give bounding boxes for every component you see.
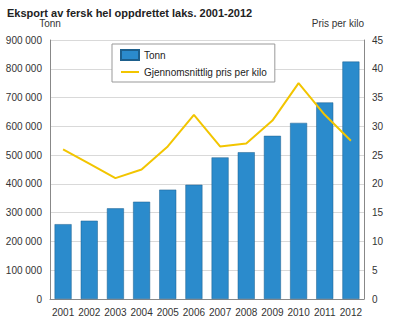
svg-text:10: 10 (372, 236, 384, 247)
svg-text:2007: 2007 (209, 307, 232, 318)
svg-text:100 000: 100 000 (6, 265, 43, 276)
svg-text:2011: 2011 (314, 307, 336, 318)
svg-text:2005: 2005 (157, 307, 180, 318)
svg-text:2006: 2006 (183, 307, 206, 318)
svg-text:0: 0 (372, 294, 378, 305)
svg-text:600 000: 600 000 (6, 121, 43, 132)
svg-text:700 000: 700 000 (6, 92, 43, 103)
svg-text:2001: 2001 (52, 307, 75, 318)
svg-text:2009: 2009 (261, 307, 284, 318)
svg-text:500 000: 500 000 (6, 150, 43, 161)
svg-text:2003: 2003 (104, 307, 127, 318)
svg-text:15: 15 (372, 207, 384, 218)
svg-text:2010: 2010 (287, 307, 310, 318)
svg-text:35: 35 (372, 92, 384, 103)
svg-text:900 000: 900 000 (6, 35, 43, 46)
svg-text:40: 40 (372, 63, 384, 74)
svg-text:Eksport av fersk hel oppdrette: Eksport av fersk hel oppdrettet laks. 20… (7, 7, 252, 19)
svg-text:45: 45 (372, 35, 384, 46)
svg-text:2004: 2004 (130, 307, 153, 318)
svg-text:25: 25 (372, 150, 384, 161)
svg-text:Tonn: Tonn (144, 50, 166, 61)
svg-text:30: 30 (372, 121, 384, 132)
svg-text:400 000: 400 000 (6, 178, 43, 189)
svg-text:Tonn: Tonn (39, 18, 61, 29)
svg-text:5: 5 (372, 265, 378, 276)
svg-text:2012: 2012 (340, 307, 363, 318)
svg-text:200 000: 200 000 (6, 236, 43, 247)
svg-text:Gjennomsnittlig pris per kilo: Gjennomsnittlig pris per kilo (144, 67, 267, 78)
svg-text:300 000: 300 000 (6, 207, 43, 218)
svg-text:Pris per kilo: Pris per kilo (312, 18, 365, 29)
svg-text:0: 0 (36, 294, 42, 305)
svg-text:20: 20 (372, 178, 384, 189)
svg-text:2008: 2008 (235, 307, 258, 318)
svg-text:800 000: 800 000 (6, 63, 43, 74)
svg-text:2002: 2002 (78, 307, 101, 318)
